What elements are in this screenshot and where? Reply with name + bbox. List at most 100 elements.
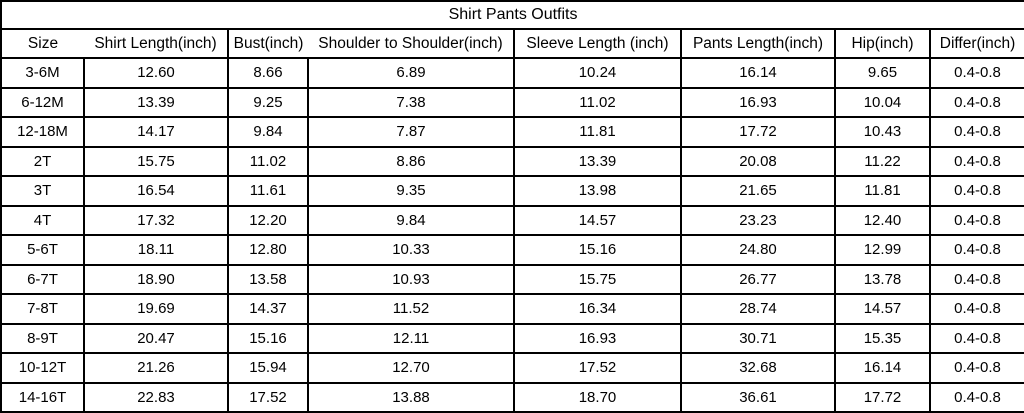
column-header-1: Shirt Length(inch) xyxy=(83,28,229,59)
value-cell: 15.75 xyxy=(83,145,229,177)
value-cell: 18.11 xyxy=(83,234,229,266)
size-cell: 3-6M xyxy=(0,57,85,89)
value-cell: 18.90 xyxy=(83,263,229,295)
value-cell: 6.89 xyxy=(307,57,515,89)
size-cell: 5-6T xyxy=(0,234,85,266)
value-cell: 30.71 xyxy=(680,322,836,354)
value-cell: 23.23 xyxy=(680,204,836,236)
value-cell: 11.81 xyxy=(513,116,682,148)
value-cell: 17.32 xyxy=(83,204,229,236)
table-row: 4T 17.32 12.20 9.84 14.57 23.23 12.40 0.4-0.8 xyxy=(0,204,1024,236)
column-header-7: Differ(inch) xyxy=(928,28,1024,59)
value-cell: 12.20 xyxy=(227,204,309,236)
value-cell: 13.88 xyxy=(307,381,515,413)
value-cell: 0.4-0.8 xyxy=(928,145,1024,177)
value-cell: 12.99 xyxy=(834,234,931,266)
value-cell: 16.93 xyxy=(680,86,836,118)
value-cell: 20.08 xyxy=(680,145,836,177)
table-row: 2T 15.75 11.02 8.86 13.39 20.08 11.22 0.4-0.8 xyxy=(0,145,1024,177)
value-cell: 14.57 xyxy=(834,293,931,325)
column-header-6: Hip(inch) xyxy=(834,28,931,59)
value-cell: 7.87 xyxy=(307,116,515,148)
value-cell: 10.33 xyxy=(307,234,515,266)
value-cell: 0.4-0.8 xyxy=(928,263,1024,295)
size-cell: 8-9T xyxy=(0,322,85,354)
value-cell: 0.4-0.8 xyxy=(928,86,1024,118)
table-row: 6-12M 13.39 9.25 7.38 11.02 16.93 10.04 0.4-0.8 xyxy=(0,86,1024,118)
size-cell: 4T xyxy=(0,204,85,236)
column-header-3: Shoulder to Shoulder(inch) xyxy=(307,28,515,59)
value-cell: 13.39 xyxy=(513,145,682,177)
table-row: 6-7T 18.90 13.58 10.93 15.75 26.77 13.78 0.4-0.… xyxy=(0,263,1024,295)
table-row: 8-9T 20.47 15.16 12.11 16.93 30.71 15.35 0.4-0.… xyxy=(0,322,1024,354)
value-cell: 9.84 xyxy=(227,116,309,148)
value-cell: 17.52 xyxy=(227,381,309,413)
value-cell: 28.74 xyxy=(680,293,836,325)
value-cell: 12.40 xyxy=(834,204,931,236)
header-row: Size Shirt Length(inch) Bust(inch) Shoulder… xyxy=(0,28,1024,59)
value-cell: 32.68 xyxy=(680,352,836,384)
size-cell: 14-16T xyxy=(0,381,85,413)
size-cell: 7-8T xyxy=(0,293,85,325)
value-cell: 0.4-0.8 xyxy=(928,116,1024,148)
value-cell: 0.4-0.8 xyxy=(928,293,1024,325)
value-cell: 14.37 xyxy=(227,293,309,325)
column-header-4: Sleeve Length (inch) xyxy=(513,28,682,59)
value-cell: 17.52 xyxy=(513,352,682,384)
value-cell: 13.98 xyxy=(513,175,682,207)
size-cell: 6-12M xyxy=(0,86,85,118)
value-cell: 14.17 xyxy=(83,116,229,148)
value-cell: 21.26 xyxy=(83,352,229,384)
value-cell: 16.93 xyxy=(513,322,682,354)
value-cell: 11.22 xyxy=(834,145,931,177)
value-cell: 11.81 xyxy=(834,175,931,207)
value-cell: 16.14 xyxy=(834,352,931,384)
size-cell: 10-12T xyxy=(0,352,85,384)
value-cell: 17.72 xyxy=(680,116,836,148)
value-cell: 0.4-0.8 xyxy=(928,204,1024,236)
column-header-5: Pants Length(inch) xyxy=(680,28,836,59)
value-cell: 13.39 xyxy=(83,86,229,118)
value-cell: 11.02 xyxy=(513,86,682,118)
value-cell: 15.35 xyxy=(834,322,931,354)
value-cell: 9.35 xyxy=(307,175,515,207)
column-header-2: Bust(inch) xyxy=(227,28,308,59)
table-body: 3-6M 12.60 8.66 6.89 10.24 16.14 9.65 0.4-0.8 6-… xyxy=(0,57,1024,413)
table-row: 10-12T 21.26 15.94 12.70 17.52 32.68 16.14 0.4-… xyxy=(0,352,1024,384)
value-cell: 21.65 xyxy=(680,175,836,207)
table-row: 3-6M 12.60 8.66 6.89 10.24 16.14 9.65 0.4-0.8 xyxy=(0,57,1024,89)
value-cell: 13.78 xyxy=(834,263,931,295)
value-cell: 15.16 xyxy=(513,234,682,266)
table-row: 12-18M 14.17 9.84 7.87 11.81 17.72 10.43 0.4-0.… xyxy=(0,116,1024,148)
column-header-0: Size xyxy=(0,28,84,59)
value-cell: 11.02 xyxy=(227,145,309,177)
value-cell: 10.04 xyxy=(834,86,931,118)
value-cell: 9.65 xyxy=(834,57,931,89)
value-cell: 9.84 xyxy=(307,204,515,236)
value-cell: 16.34 xyxy=(513,293,682,325)
table-title: Shirt Pants Outfits xyxy=(0,0,1024,30)
value-cell: 12.80 xyxy=(227,234,309,266)
value-cell: 0.4-0.8 xyxy=(928,381,1024,413)
value-cell: 12.70 xyxy=(307,352,515,384)
value-cell: 36.61 xyxy=(680,381,836,413)
value-cell: 17.72 xyxy=(834,381,931,413)
value-cell: 0.4-0.8 xyxy=(928,57,1024,89)
value-cell: 8.66 xyxy=(227,57,309,89)
value-cell: 24.80 xyxy=(680,234,836,266)
value-cell: 8.86 xyxy=(307,145,515,177)
value-cell: 26.77 xyxy=(680,263,836,295)
value-cell: 10.93 xyxy=(307,263,515,295)
size-cell: 3T xyxy=(0,175,85,207)
size-cell: 6-7T xyxy=(0,263,85,295)
value-cell: 19.69 xyxy=(83,293,229,325)
table-row: 14-16T 22.83 17.52 13.88 18.70 36.61 17.72 0.4-… xyxy=(0,381,1024,413)
size-cell: 12-18M xyxy=(0,116,85,148)
value-cell: 15.16 xyxy=(227,322,309,354)
value-cell: 0.4-0.8 xyxy=(928,352,1024,384)
value-cell: 7.38 xyxy=(307,86,515,118)
value-cell: 20.47 xyxy=(83,322,229,354)
value-cell: 10.43 xyxy=(834,116,931,148)
value-cell: 11.52 xyxy=(307,293,515,325)
size-cell: 2T xyxy=(0,145,85,177)
